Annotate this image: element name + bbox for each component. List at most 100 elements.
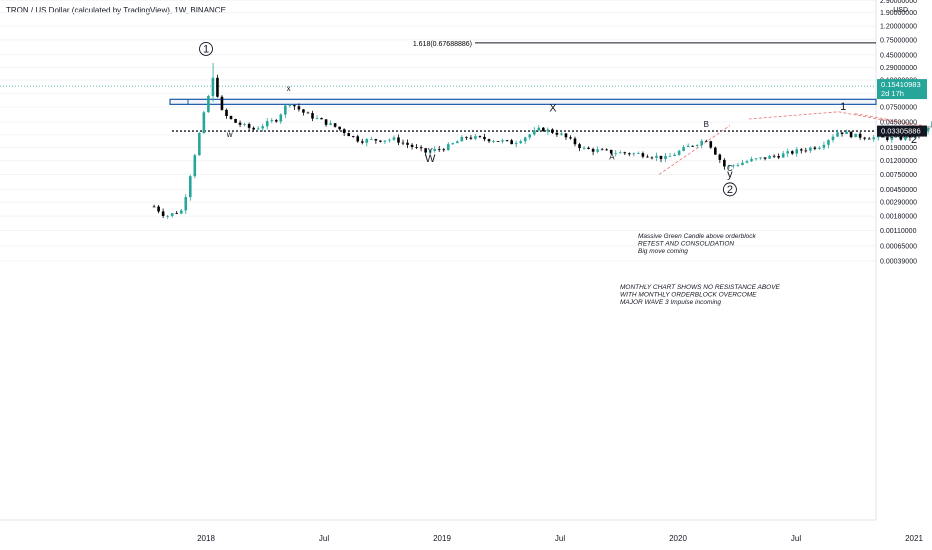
candle-body xyxy=(609,149,613,154)
candle-body xyxy=(401,142,405,144)
candle-body xyxy=(379,140,382,142)
candle-body xyxy=(220,96,224,110)
candle-body xyxy=(560,133,563,135)
time-tick-label: 2019 xyxy=(433,534,451,543)
grid xyxy=(0,0,877,521)
note-line: WITH MONTHLY ORDERBLOCK OVERCOME xyxy=(620,292,757,299)
wave-label: w xyxy=(226,130,233,139)
candle-body xyxy=(170,213,174,216)
candle-body xyxy=(528,134,532,138)
candle-body xyxy=(342,129,346,134)
candle-body xyxy=(415,146,418,148)
price-tick-label: 0.29000000 xyxy=(880,65,917,72)
candle-body xyxy=(243,124,246,125)
candle-body xyxy=(745,161,749,163)
time-axis[interactable]: 2018Jul2019Jul2020Jul2021Jul2022Jul2023J… xyxy=(197,534,932,543)
candle-body xyxy=(772,155,776,157)
candle-body xyxy=(777,156,780,158)
candle-body xyxy=(184,197,188,211)
candle-body xyxy=(809,147,812,151)
candle-body xyxy=(501,140,504,142)
candle-body xyxy=(202,112,206,134)
candle-body xyxy=(514,143,518,145)
candle-body xyxy=(600,149,604,151)
time-tick-label: Jul xyxy=(319,534,329,543)
orderblock-zone xyxy=(169,98,877,105)
price-tick-label: 0.00180000 xyxy=(880,214,917,221)
candle-body xyxy=(428,150,432,153)
price-tick-label: 0.01900000 xyxy=(880,145,917,152)
chart-notes: Massive Green Candle above orderblockRET… xyxy=(620,233,781,306)
candle-body xyxy=(781,153,785,158)
candle-body xyxy=(732,165,735,167)
candle-body xyxy=(736,165,740,166)
candle-body xyxy=(297,106,301,110)
candle-body xyxy=(759,157,762,159)
candle-body xyxy=(193,155,197,177)
candle-body xyxy=(207,95,210,113)
candle-body xyxy=(157,206,160,212)
price-tick-label: 0.01200000 xyxy=(880,158,917,165)
price-axis[interactable]: USD20.0000000017.0000000011.000000007.00… xyxy=(877,0,927,265)
candle-body xyxy=(284,105,287,115)
wave-label: y xyxy=(727,168,733,180)
candle-body xyxy=(465,136,468,138)
candle-body xyxy=(818,147,821,149)
candle-body xyxy=(786,151,790,154)
candle-body xyxy=(410,144,414,147)
candle-body xyxy=(795,149,799,154)
candle-body xyxy=(718,154,722,160)
candle-body xyxy=(899,135,903,140)
candle-body xyxy=(333,123,337,127)
price-tick-label: 0.00290000 xyxy=(880,200,917,207)
price-tag xyxy=(877,79,927,100)
price-tick-label: 0.04500000 xyxy=(880,120,917,127)
candle-body xyxy=(587,147,590,149)
candle-body xyxy=(668,155,672,157)
candle-body xyxy=(324,119,328,125)
wave-label: Y xyxy=(428,147,434,156)
wave-label: 2 xyxy=(727,184,733,196)
candle-body xyxy=(311,113,314,119)
wave-label: A xyxy=(609,153,615,162)
candle-body xyxy=(302,109,305,113)
candle-body xyxy=(605,149,608,151)
candle-body xyxy=(469,137,473,139)
candle-body xyxy=(564,133,568,138)
candle-body xyxy=(293,105,296,107)
candle-body xyxy=(700,140,704,145)
time-tick-label: 2021 xyxy=(905,534,923,543)
fib-levels: 2.618(5.39822749)1.618(0.67688886) xyxy=(413,41,876,48)
wave-circle xyxy=(722,182,737,197)
candle-body xyxy=(265,121,269,127)
fib-label: 1.618(0.67688886) xyxy=(413,41,472,48)
candle-body xyxy=(881,136,885,138)
candle-body xyxy=(433,148,436,151)
candle-body xyxy=(800,149,803,151)
candle-body xyxy=(437,148,441,150)
candle-body xyxy=(578,144,581,149)
candle-body xyxy=(546,129,550,132)
candle-body xyxy=(628,153,631,155)
candle-body xyxy=(356,136,360,142)
wave-label: X xyxy=(549,102,557,114)
candle-body xyxy=(351,136,355,137)
candle-body xyxy=(714,147,717,155)
candle-body xyxy=(677,150,681,155)
candle-body xyxy=(478,136,482,137)
candle-body xyxy=(872,137,876,140)
candle-body xyxy=(908,135,912,138)
candle-body xyxy=(768,155,771,159)
candle-body xyxy=(510,140,513,145)
candle-body xyxy=(686,145,690,148)
orderblock-box xyxy=(169,98,877,105)
time-tick-label: Jul xyxy=(791,534,801,543)
candle-body xyxy=(225,109,228,117)
price-tick-label: 0.00110000 xyxy=(880,228,917,235)
price-tick-label: 0.45000000 xyxy=(880,52,917,59)
candle-body xyxy=(175,213,179,214)
candle-body xyxy=(288,105,292,106)
candle-body xyxy=(790,151,794,154)
candle-body xyxy=(505,140,509,142)
